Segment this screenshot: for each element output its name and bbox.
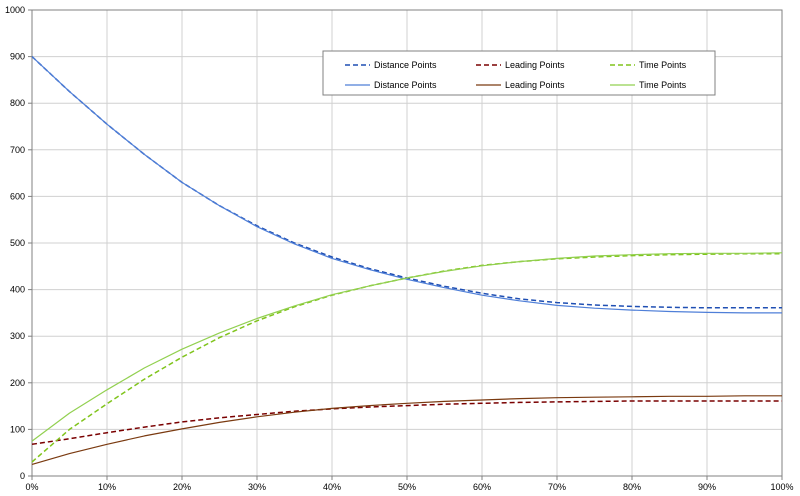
x-tick-label: 40%	[323, 482, 341, 492]
legend-label-3: Distance Points	[374, 80, 437, 90]
series-line-4	[31, 395, 782, 465]
legend-label-0: Distance Points	[374, 60, 437, 70]
y-tick-label: 0	[20, 471, 25, 481]
series-line-5	[31, 252, 783, 442]
series-layer	[31, 56, 783, 465]
x-tick-label: 0%	[25, 482, 38, 492]
legend-label-1: Leading Points	[505, 60, 565, 70]
x-axis-ticks: 0% 10% 20% 30% 40% 50% 60% 70% 80% 90% 100%	[25, 476, 794, 492]
y-tick-label: 700	[10, 145, 25, 155]
legend-label-5: Time Points	[639, 80, 687, 90]
x-tick-label: 20%	[173, 482, 191, 492]
y-tick-label: 300	[10, 331, 25, 341]
series-line-3	[31, 56, 782, 314]
y-tick-label: 900	[10, 52, 25, 62]
legend-label-2: Time Points	[639, 60, 687, 70]
x-tick-label: 50%	[398, 482, 416, 492]
x-tick-label: 90%	[698, 482, 716, 492]
y-tick-label: 800	[10, 98, 25, 108]
y-axis-ticks: 0 100 200 300 400 500 600 700 800 900 1000	[5, 5, 32, 481]
legend-label-4: Leading Points	[505, 80, 565, 90]
y-tick-label: 600	[10, 191, 25, 201]
x-tick-label: 30%	[248, 482, 266, 492]
x-tick-label: 70%	[548, 482, 566, 492]
y-tick-label: 1000	[5, 5, 25, 15]
legend-box	[322, 50, 716, 96]
y-tick-label: 100	[10, 424, 25, 434]
legend: Distance Points Leading Points Time Points…	[322, 50, 716, 96]
x-tick-label: 10%	[98, 482, 116, 492]
series-line-1	[31, 400, 782, 446]
y-tick-label: 500	[10, 238, 25, 248]
x-tick-label: 80%	[623, 482, 641, 492]
x-tick-label: 60%	[473, 482, 491, 492]
y-tick-label: 200	[10, 378, 25, 388]
x-tick-label: 100%	[770, 482, 793, 492]
y-tick-label: 400	[10, 285, 25, 295]
series-line-2	[31, 252, 782, 463]
